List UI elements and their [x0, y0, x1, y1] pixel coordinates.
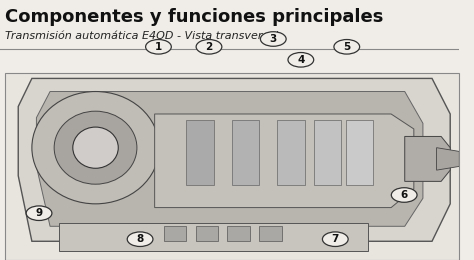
Text: Transmisión automática E4OD - Vista transversal: Transmisión automática E4OD - Vista tran…: [5, 31, 278, 41]
Text: 1: 1: [155, 42, 162, 52]
Ellipse shape: [54, 111, 137, 184]
Circle shape: [288, 53, 314, 67]
Text: 7: 7: [332, 234, 339, 244]
Text: 4: 4: [297, 55, 304, 65]
Text: 8: 8: [137, 234, 144, 244]
Polygon shape: [164, 226, 186, 241]
Ellipse shape: [32, 92, 159, 204]
Circle shape: [322, 232, 348, 246]
Circle shape: [196, 40, 222, 54]
Text: 2: 2: [205, 42, 213, 52]
Text: 5: 5: [343, 42, 350, 52]
Polygon shape: [36, 92, 423, 226]
Circle shape: [334, 40, 360, 54]
Polygon shape: [18, 79, 450, 241]
Polygon shape: [259, 226, 282, 241]
Text: 6: 6: [401, 190, 408, 200]
Polygon shape: [232, 120, 259, 185]
Polygon shape: [186, 120, 214, 185]
Polygon shape: [228, 226, 250, 241]
Text: Componentes y funciones principales: Componentes y funciones principales: [5, 8, 383, 26]
Circle shape: [260, 32, 286, 46]
Ellipse shape: [73, 127, 118, 168]
Text: 9: 9: [36, 208, 43, 218]
Polygon shape: [437, 148, 459, 170]
Circle shape: [26, 206, 52, 220]
Polygon shape: [405, 136, 450, 181]
Circle shape: [127, 232, 153, 246]
Polygon shape: [155, 114, 414, 207]
Polygon shape: [314, 120, 341, 185]
Polygon shape: [59, 223, 368, 251]
Circle shape: [392, 188, 417, 202]
Polygon shape: [277, 120, 305, 185]
FancyBboxPatch shape: [5, 73, 459, 260]
Polygon shape: [196, 226, 219, 241]
Circle shape: [146, 40, 171, 54]
Polygon shape: [346, 120, 373, 185]
Text: 3: 3: [270, 34, 277, 44]
